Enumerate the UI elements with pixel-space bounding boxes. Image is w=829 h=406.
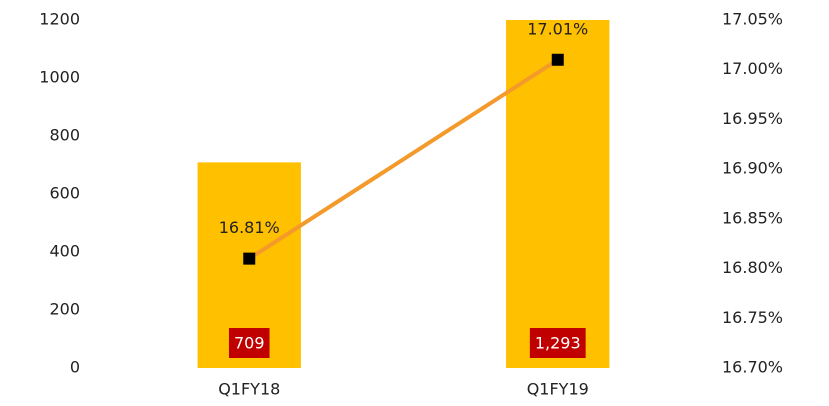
data-label: 709 (234, 334, 265, 353)
y2-tick-label: 16.85% (722, 208, 783, 227)
y2-tick-label: 16.90% (722, 159, 783, 178)
y-tick-label: 1200 (39, 10, 80, 29)
data-label-bg (228, 328, 270, 358)
y-tick-label: 400 (49, 242, 80, 261)
y2-tick-label: 17.00% (722, 59, 783, 78)
y-tick-label: 1000 (39, 68, 80, 87)
y2-tick-label: 16.75% (722, 308, 783, 327)
data-label-bg (529, 328, 586, 358)
marker (243, 252, 256, 265)
data-label: 1,293 (535, 334, 581, 353)
bar (506, 20, 610, 368)
line (248, 58, 559, 261)
marker (551, 53, 564, 66)
y-tick-label: 600 (49, 184, 80, 203)
data-label: 17.01% (527, 19, 588, 38)
y-tick-label: 0 (70, 358, 80, 377)
x-tick-label: Q1FY18 (218, 380, 280, 399)
y-tick-label: 800 (49, 126, 80, 145)
y2-tick-label: 16.70% (722, 358, 783, 377)
bar-layer (197, 20, 610, 368)
y-tick-label: 200 (49, 300, 80, 319)
y2-tick-label: 16.80% (722, 258, 783, 277)
x-tick-label: Q1FY19 (527, 380, 589, 399)
y2-tick-label: 16.95% (722, 109, 783, 128)
y2-tick-label: 17.05% (722, 10, 783, 29)
data-label: 16.81% (219, 218, 280, 237)
